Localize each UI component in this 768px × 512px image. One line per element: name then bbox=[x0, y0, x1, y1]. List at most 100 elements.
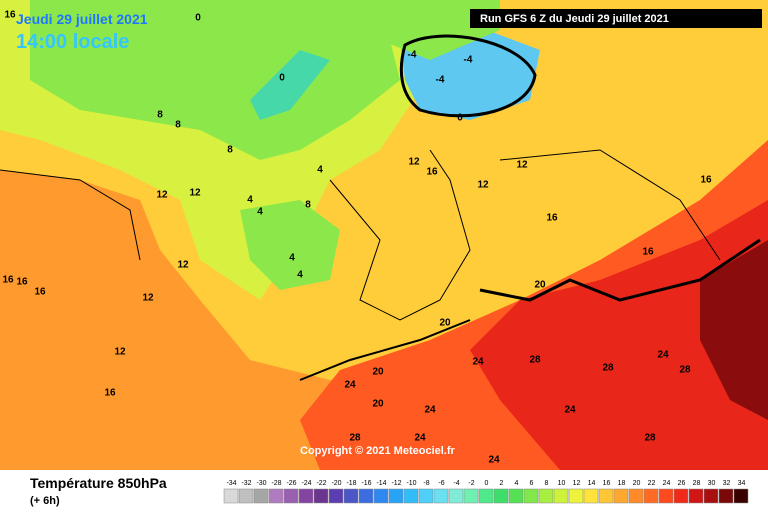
legend-subtitle: (+ 6h) bbox=[30, 495, 60, 507]
contour-label: 24 bbox=[344, 380, 356, 391]
contour-label: 16 bbox=[2, 275, 14, 286]
scale-cell bbox=[508, 488, 524, 504]
scale-label: 26 bbox=[678, 480, 686, 487]
scale-cell bbox=[403, 488, 419, 504]
run: Run GFS 6 Z du Jeudi 29 juillet 2021 bbox=[480, 13, 669, 25]
scale-cell bbox=[418, 488, 434, 504]
scale-label: -12 bbox=[391, 480, 401, 487]
scale-label: -34 bbox=[226, 480, 236, 487]
contour-label: 24 bbox=[657, 350, 669, 361]
scale-cell bbox=[298, 488, 314, 504]
scale-cell bbox=[538, 488, 554, 504]
contour-label: -4 bbox=[464, 55, 473, 66]
contour-label: 20 bbox=[534, 280, 546, 291]
scale-label: 2 bbox=[500, 480, 504, 487]
scale-label: 6 bbox=[530, 480, 534, 487]
scale-label: -8 bbox=[423, 480, 429, 487]
contour-label: 20 bbox=[372, 399, 384, 410]
scale-cell bbox=[688, 488, 704, 504]
scale-cell bbox=[433, 488, 449, 504]
scale-label: 24 bbox=[663, 480, 671, 487]
contour-label: 28 bbox=[644, 433, 656, 444]
scale-label: -28 bbox=[271, 480, 281, 487]
scale-cell bbox=[703, 488, 719, 504]
scale-label: -14 bbox=[376, 480, 386, 487]
scale-label: 30 bbox=[708, 480, 716, 487]
contour-label: 0 bbox=[195, 13, 201, 24]
contour-label: 12 bbox=[516, 160, 528, 171]
contour-label: 16 bbox=[642, 247, 654, 258]
contour-label: 8 bbox=[227, 145, 233, 156]
scale-label: -2 bbox=[468, 480, 474, 487]
contour-label: -4 bbox=[436, 75, 445, 86]
scale-label: 8 bbox=[545, 480, 549, 487]
scale-cell bbox=[268, 488, 284, 504]
contour-label: 12 bbox=[189, 188, 201, 199]
scale-cell bbox=[238, 488, 254, 504]
contour-label: 12 bbox=[114, 347, 126, 358]
contour-label: 24 bbox=[424, 405, 436, 416]
scale-label: 10 bbox=[558, 480, 566, 487]
map bbox=[0, 0, 768, 470]
contour-label: 4 bbox=[317, 165, 323, 176]
scale-cell bbox=[373, 488, 389, 504]
contour-label: 20 bbox=[439, 318, 451, 329]
scale-cell bbox=[628, 488, 644, 504]
contour-label: -4 bbox=[408, 50, 417, 61]
legend-title: Température 850hPa bbox=[30, 475, 167, 491]
contour-label: 8 bbox=[305, 200, 311, 211]
scale-label: -16 bbox=[361, 480, 371, 487]
scale-label: -32 bbox=[241, 480, 251, 487]
contour-label: 16 bbox=[16, 277, 28, 288]
scale-label: -10 bbox=[406, 480, 416, 487]
scale-cell bbox=[583, 488, 599, 504]
scale-label: 34 bbox=[738, 480, 746, 487]
contour-label: 28 bbox=[602, 363, 614, 374]
scale-cell bbox=[718, 488, 734, 504]
contour-label: 4 bbox=[257, 207, 263, 218]
scale-label: -22 bbox=[316, 480, 326, 487]
contour-label: 4 bbox=[297, 270, 303, 281]
scale-cell bbox=[658, 488, 674, 504]
scale-cell bbox=[328, 488, 344, 504]
scale-cell bbox=[283, 488, 299, 504]
contour-label: 12 bbox=[156, 190, 168, 201]
scale-cell bbox=[568, 488, 584, 504]
scale-label: 14 bbox=[588, 480, 596, 487]
contour-label: 0 bbox=[457, 113, 463, 124]
scale-cell bbox=[613, 488, 629, 504]
scale-label: -6 bbox=[438, 480, 444, 487]
scale-label: 4 bbox=[515, 480, 519, 487]
contour-label: 16 bbox=[426, 167, 438, 178]
scale-cell bbox=[493, 488, 509, 504]
contour-label: 24 bbox=[472, 357, 484, 368]
contour-label: 4 bbox=[289, 253, 295, 264]
scale-cell bbox=[388, 488, 404, 504]
contour-label: 28 bbox=[529, 355, 541, 366]
scale-cell bbox=[598, 488, 614, 504]
contour-label: 16 bbox=[546, 213, 558, 224]
scale-label: 32 bbox=[723, 480, 731, 487]
scale-cell bbox=[313, 488, 329, 504]
contour-label: 8 bbox=[175, 120, 181, 131]
contour-label: 12 bbox=[477, 180, 489, 191]
scale-label: -18 bbox=[346, 480, 356, 487]
scale-label: 18 bbox=[618, 480, 626, 487]
copyright: Copyright © 2021 Meteociel.fr bbox=[300, 445, 456, 457]
contour-label: 12 bbox=[408, 157, 420, 168]
scale-label: -24 bbox=[301, 480, 311, 487]
scale-cell bbox=[523, 488, 539, 504]
scale-cell bbox=[733, 488, 749, 504]
contour-label: 16 bbox=[4, 10, 16, 21]
scale-cell bbox=[478, 488, 494, 504]
contour-label: 16 bbox=[700, 175, 712, 186]
scale-label: -30 bbox=[256, 480, 266, 487]
run-box bbox=[470, 9, 762, 28]
contour-label: 24 bbox=[488, 455, 500, 466]
scale-cell bbox=[358, 488, 374, 504]
scale-label: -20 bbox=[331, 480, 341, 487]
scale-label: 16 bbox=[603, 480, 611, 487]
contour-label: 4 bbox=[247, 195, 253, 206]
color-scale: -34 -32 -30 -28 -26 -24 -22 -20 -18 -16 -14 -12 -10-… bbox=[223, 480, 749, 504]
